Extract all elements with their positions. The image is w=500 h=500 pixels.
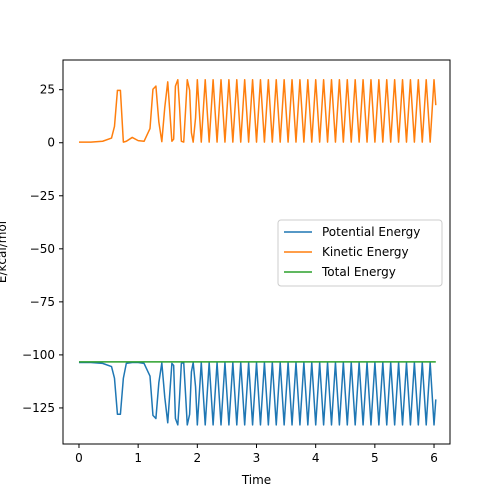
- legend-box: [277, 219, 443, 287]
- y-tick-label: −50: [30, 242, 55, 256]
- y-tick-label: 0: [47, 136, 55, 150]
- legend-label-potential-energy: Potential Energy: [322, 225, 420, 239]
- y-tick-label: −75: [30, 295, 55, 309]
- plot-lines: [78, 78, 437, 426]
- y-tick-label: −125: [22, 401, 55, 415]
- series-line-kinetic-energy: [78, 78, 437, 143]
- x-tick-label: 1: [134, 451, 142, 465]
- legend-label-total-energy: Total Energy: [321, 265, 396, 279]
- x-tick-label: 0: [75, 451, 83, 465]
- x-tick-label: 6: [430, 451, 438, 465]
- axis-ticks: 0 1 2 3 4 5 6 25 0 −25 −50 −75 −100 −125: [22, 83, 438, 465]
- y-tick-label: −25: [30, 189, 55, 203]
- legend-label-kinetic-energy: Kinetic Energy: [322, 245, 409, 259]
- x-tick-label: 3: [253, 451, 261, 465]
- x-axis-label: Time: [241, 473, 271, 487]
- y-tick-label: 25: [40, 83, 55, 97]
- series-line-potential-energy: [78, 361, 437, 426]
- x-tick-label: 4: [312, 451, 320, 465]
- x-tick-label: 2: [194, 451, 202, 465]
- y-axis-label: E/kcal/mol: [0, 221, 9, 283]
- x-tick-label: 5: [371, 451, 379, 465]
- legend: Potential Energy Kinetic Energy Total En…: [277, 219, 443, 287]
- y-tick-label: −100: [22, 348, 55, 362]
